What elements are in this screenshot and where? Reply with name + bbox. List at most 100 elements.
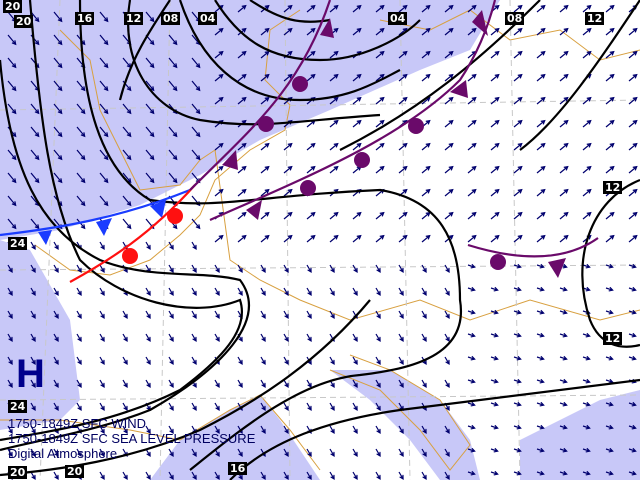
wind-arrow bbox=[513, 309, 522, 315]
wind-arrow bbox=[7, 287, 13, 296]
wind-arrow bbox=[306, 471, 312, 480]
graticule-line bbox=[159, 0, 171, 480]
wind-arrow bbox=[306, 264, 312, 273]
wind-arrow bbox=[30, 264, 36, 273]
wind-arrow bbox=[467, 470, 476, 476]
isobar bbox=[214, 0, 421, 62]
wind-arrow bbox=[168, 448, 174, 457]
wind-arrow bbox=[536, 355, 545, 361]
wind-arrow bbox=[237, 50, 247, 59]
wind-arrow bbox=[444, 425, 450, 434]
wind-arrow bbox=[306, 234, 316, 243]
wind-arrow bbox=[513, 165, 523, 174]
wind-arrow bbox=[168, 149, 178, 161]
wind-arrow bbox=[283, 379, 289, 388]
wind-arrow bbox=[398, 448, 404, 457]
wind-arrow bbox=[352, 73, 362, 82]
wind-arrow bbox=[99, 333, 105, 342]
wind-arrow bbox=[329, 310, 335, 319]
wind-arrow bbox=[191, 241, 197, 250]
cold-front-triangles bbox=[38, 200, 166, 245]
wind-arrow bbox=[260, 333, 266, 342]
wind-arrow bbox=[214, 234, 224, 243]
occluded-front-symbols bbox=[222, 10, 566, 278]
wind-arrow bbox=[444, 211, 454, 220]
wind-arrow bbox=[559, 142, 569, 151]
wind-arrow bbox=[375, 379, 381, 388]
wind-arrow bbox=[214, 310, 220, 319]
wind-arrow bbox=[490, 286, 499, 292]
isobar bbox=[0, 59, 250, 452]
wind-arrow bbox=[53, 379, 59, 388]
wind-arrow bbox=[444, 73, 454, 82]
wind-arrow bbox=[628, 188, 638, 197]
wind-arrow bbox=[375, 165, 385, 174]
wind-arrow bbox=[53, 356, 59, 365]
isobar-label: 12 bbox=[124, 12, 144, 25]
wind-arrow bbox=[145, 310, 151, 319]
wind-arrow bbox=[605, 27, 615, 36]
wind-arrow bbox=[191, 57, 201, 69]
wind-arrow bbox=[329, 471, 335, 480]
wind-arrow bbox=[375, 4, 385, 13]
wind-arrow bbox=[421, 333, 427, 342]
wind-arrow bbox=[421, 27, 431, 36]
wind-arrow bbox=[467, 96, 477, 105]
wind-arrow bbox=[53, 264, 59, 273]
wind-arrow bbox=[375, 333, 381, 342]
wind-arrow bbox=[99, 34, 109, 46]
wind-arrow bbox=[237, 142, 247, 151]
isobar-label: 08 bbox=[505, 12, 525, 25]
wind-arrow bbox=[260, 234, 270, 243]
wind-arrow bbox=[260, 188, 270, 197]
wind-arrow bbox=[398, 471, 404, 480]
wind-arrow bbox=[375, 234, 385, 243]
wind-arrow bbox=[168, 264, 174, 273]
wind-arrow bbox=[237, 73, 247, 82]
wind-arrow bbox=[421, 211, 431, 220]
wind-arrow bbox=[122, 356, 128, 365]
wind-arrow bbox=[536, 234, 546, 243]
isobar-label: 04 bbox=[388, 12, 408, 25]
wind-arrow bbox=[467, 73, 477, 82]
wind-arrow bbox=[99, 11, 109, 23]
wind-arrow bbox=[398, 310, 404, 319]
wind-arrow bbox=[168, 310, 174, 319]
wind-arrow bbox=[421, 264, 427, 273]
wind-arrow bbox=[582, 50, 592, 59]
wind-arrow bbox=[145, 80, 155, 92]
isobar-label: 12 bbox=[603, 181, 623, 194]
wind-arrow bbox=[490, 378, 499, 384]
wind-arrow bbox=[99, 402, 105, 411]
wind-arrow bbox=[7, 425, 13, 434]
wind-arrow bbox=[513, 424, 522, 430]
wind-arrow bbox=[536, 50, 546, 59]
wind-arrow bbox=[283, 287, 289, 296]
wind-arrow bbox=[536, 470, 545, 476]
wind-arrow bbox=[375, 448, 381, 457]
wind-arrow bbox=[122, 402, 128, 411]
wind-arrow bbox=[513, 332, 522, 338]
wind-arrow bbox=[283, 188, 293, 197]
wind-arrow bbox=[444, 379, 450, 388]
wind-arrow bbox=[444, 333, 450, 342]
wind-arrow bbox=[628, 263, 637, 269]
wind-arrow bbox=[168, 80, 178, 92]
wind-arrow bbox=[444, 448, 450, 457]
wind-arrow bbox=[306, 448, 312, 457]
wind-arrow bbox=[7, 333, 13, 342]
wind-arrow bbox=[513, 401, 522, 407]
wind-arrow bbox=[260, 142, 270, 151]
wind-arrow bbox=[582, 332, 591, 338]
wind-arrow bbox=[582, 378, 591, 384]
wind-arrow bbox=[467, 378, 476, 384]
wind-arrow bbox=[306, 287, 312, 296]
wind-arrow bbox=[513, 96, 523, 105]
wind-arrow bbox=[605, 50, 615, 59]
wind-arrow bbox=[214, 471, 220, 480]
wind-arrow bbox=[628, 447, 637, 453]
wind-arrow bbox=[467, 286, 476, 292]
wind-arrow bbox=[352, 402, 358, 411]
wind-arrow bbox=[214, 333, 220, 342]
